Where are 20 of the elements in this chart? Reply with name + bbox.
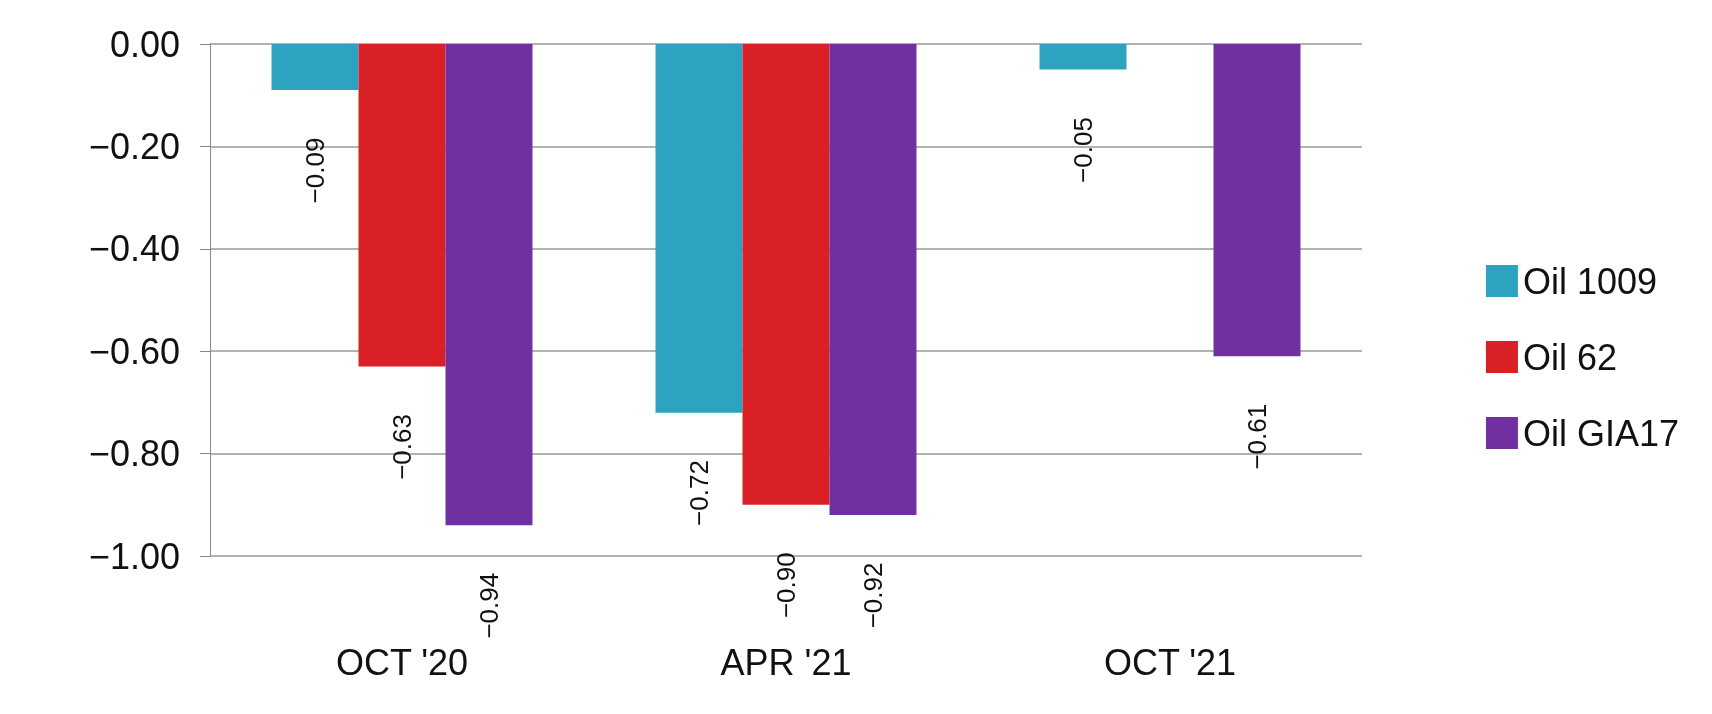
y-tick-label: 0.00	[109, 23, 180, 65]
data-label: −0.05	[1068, 117, 1098, 183]
data-label: −0.92	[858, 562, 888, 629]
data-label: −0.61	[1242, 403, 1272, 470]
data-label: −0.63	[387, 414, 417, 480]
legend-label: Oil GIA17	[1522, 412, 1679, 454]
legend-label: Oil 62	[1522, 336, 1617, 378]
y-tick-label: −1.00	[88, 535, 180, 577]
data-label: −0.94	[474, 572, 504, 639]
data-label: −0.90	[771, 552, 801, 619]
x-tick-label: APR '21	[720, 641, 852, 683]
x-tick-label: OCT '21	[1103, 641, 1237, 683]
data-label: −0.72	[684, 460, 714, 526]
y-tick-label: −0.60	[88, 330, 180, 372]
y-tick-label: −0.80	[88, 433, 180, 475]
legend-label: Oil 1009	[1522, 260, 1658, 302]
y-tick-label: −0.20	[88, 125, 180, 167]
data-label: −0.09	[300, 137, 330, 204]
x-tick-label: OCT '20	[335, 641, 469, 683]
y-tick-label: −0.40	[88, 228, 180, 270]
